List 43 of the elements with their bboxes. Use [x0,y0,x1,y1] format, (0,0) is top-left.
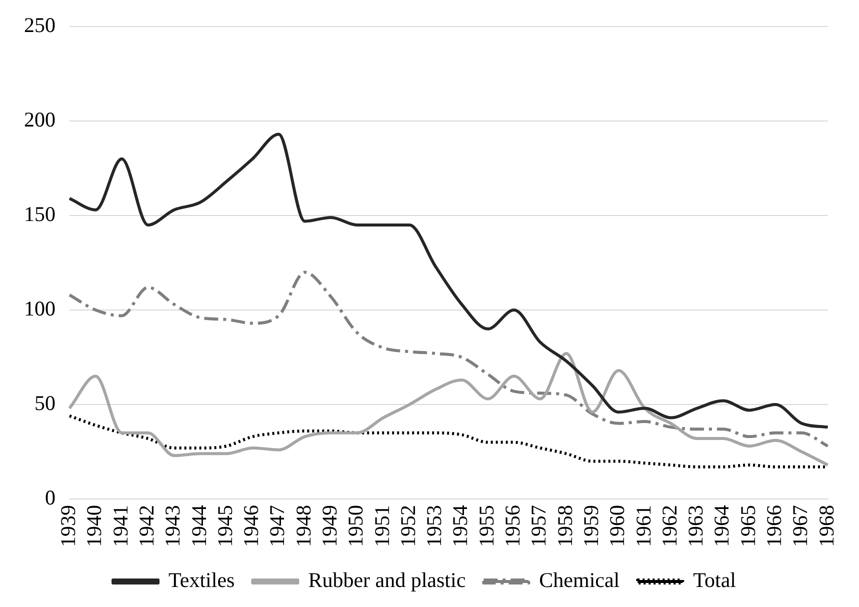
x-tick-label: 1962 [657,505,682,547]
x-tick-label: 1952 [396,505,420,547]
x-tick-label: 1951 [370,505,394,547]
x-tick-label: 1968 [814,505,838,547]
x-tick-label: 1945 [212,505,237,547]
legend-label: Textiles [168,568,235,592]
x-tick-label: 1965 [736,505,760,547]
x-tick-label: 1941 [108,505,132,547]
x-tick-label: 1964 [710,504,734,547]
x-tick-label: 1950 [344,505,368,547]
x-tick-label: 1939 [56,505,80,547]
x-tick-label: 1961 [631,505,656,547]
line-series [68,132,830,429]
x-tick-label: 1954 [448,504,472,547]
x-tick-label: 1963 [684,505,708,547]
x-tick-label: 1955 [474,505,498,547]
x-tick-label: 1960 [605,505,630,547]
y-tick-label: 250 [24,13,56,38]
line-series [68,270,830,448]
x-tick-label: 1947 [265,505,290,547]
legend-label: Rubber and plastic [308,568,466,592]
x-tick-label: 1967 [788,505,812,547]
x-tick-label: 1953 [422,505,446,547]
y-tick-label: 100 [24,296,56,321]
x-tick-label: 1946 [239,505,264,547]
legend-label: Chemical [539,568,620,592]
x-tick-label: 1944 [186,504,211,547]
y-tick-label: 150 [24,202,56,226]
y-tick-label: 200 [24,108,56,132]
legend-label: Total [693,568,736,592]
line-series [68,352,830,466]
x-tick-label: 1958 [552,505,577,547]
x-tick-label: 1957 [526,505,551,547]
x-tick-label: 1966 [762,505,786,547]
x-tick-label: 1943 [160,505,185,547]
x-tick-label: 1949 [318,505,342,547]
x-tick-label: 1959 [578,505,603,547]
x-tick-label: 1940 [82,505,106,547]
y-tick-label: 50 [34,391,56,416]
x-tick-label: 1948 [291,505,316,547]
x-tick-label: 1956 [500,505,525,547]
y-tick-label: 0 [45,486,56,510]
x-tick-label: 1942 [134,505,158,547]
